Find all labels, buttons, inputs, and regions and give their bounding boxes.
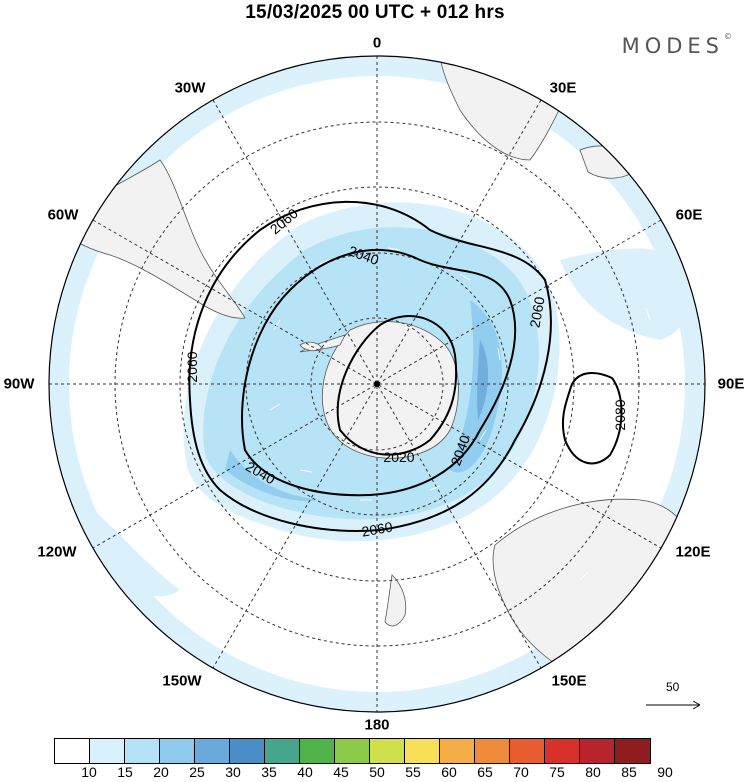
colorbar-tick-label: 65 (477, 764, 493, 780)
colorbar-tick-label: 70 (513, 764, 529, 780)
lon-label-180: 180 (364, 716, 390, 734)
colorbar-swatch (160, 739, 195, 763)
colorbar-swatch (195, 739, 230, 763)
contour-2020 (336, 315, 458, 456)
colorbar-tick-label: 30 (225, 764, 241, 780)
contour-label: 2060 (526, 295, 547, 329)
colorbar-tick-label: 90 (657, 764, 673, 780)
new-zealand (384, 574, 407, 627)
colorbar-tick-label: 50 (369, 764, 385, 780)
colorbar-swatch (55, 739, 90, 763)
south-georgia (299, 341, 323, 352)
reference-vector: 50 (640, 680, 710, 716)
lon-label-150e: 150E (551, 672, 587, 690)
map-title: 15/03/2025 00 UTC + 012 hrs (245, 2, 505, 23)
modes-logo: MODES© (621, 32, 732, 58)
colorbar-swatch (125, 739, 160, 763)
lon-label-90w: 90W (3, 375, 35, 393)
colorbar-tick-label: 40 (297, 764, 313, 780)
wind-vectors (119, 105, 651, 653)
contour-label: 2020 (383, 449, 414, 465)
lon-label-60e: 60E (675, 206, 703, 224)
lon-label-60w: 60W (47, 206, 79, 224)
colorbar-swatch (440, 739, 475, 763)
contour-label: 2080 (612, 399, 628, 430)
lon-label-90e: 90E (717, 375, 745, 393)
height-contours (188, 200, 623, 532)
colorbar-tick-label: 45 (333, 764, 349, 780)
graticule (49, 56, 705, 712)
lon-label-120e: 120E (675, 543, 711, 561)
south-pole-marker (374, 381, 380, 387)
colorbar-swatch (300, 739, 335, 763)
lon-label-30w: 30W (174, 79, 206, 97)
colorbar-swatch (545, 739, 580, 763)
colorbar-labels: 10 15 20 25 30 35 40 45 50 55 60 65 70 75 80 85 90 (0, 764, 750, 782)
colorbar-tick-label: 80 (585, 764, 601, 780)
contour-2060 (188, 200, 552, 532)
colorbar-swatch (90, 739, 125, 763)
antarctica (321, 321, 459, 459)
colorbar-swatch (510, 739, 545, 763)
contour-2080 (561, 372, 623, 465)
colorbar-tick-label: 10 (81, 764, 97, 780)
lon-label-150w: 150W (162, 672, 202, 690)
colorbar-tick-label: 75 (549, 764, 565, 780)
colorbar-swatch (615, 739, 650, 763)
lon-label-120w: 120W (37, 543, 77, 561)
polar-map: 2060 2040 2060 2060 2020 2040 2040 2060 … (48, 55, 706, 713)
colorbar (54, 738, 651, 764)
reference-vector-value: 50 (666, 680, 680, 694)
colorbar-swatch (265, 739, 300, 763)
colorbar-tick-label: 60 (441, 764, 457, 780)
colorbar-swatch (335, 739, 370, 763)
colorbar-tick-label: 15 (117, 764, 133, 780)
lon-label-30e: 30E (549, 79, 577, 97)
colorbar-tick-label: 25 (189, 764, 205, 780)
colorbar-tick-label: 55 (405, 764, 421, 780)
contour-label: 2060 (360, 518, 394, 539)
colorbar-tick-label: 20 (153, 764, 169, 780)
colorbar-swatch (370, 739, 405, 763)
colorbar-tick-label: 35 (261, 764, 277, 780)
reference-arrow-icon (646, 700, 701, 710)
colorbar-swatch (475, 739, 510, 763)
copyright-mark: © (724, 32, 732, 41)
colorbar-tick-label: 85 (621, 764, 637, 780)
lon-label-0: 0 (372, 34, 382, 52)
brand-name: MODES (621, 34, 724, 58)
contour-label: 2060 (184, 351, 200, 382)
contour-2040 (241, 249, 517, 497)
colorbar-swatch (230, 739, 265, 763)
colorbar-swatch (580, 739, 615, 763)
colorbar-swatch (405, 739, 440, 763)
